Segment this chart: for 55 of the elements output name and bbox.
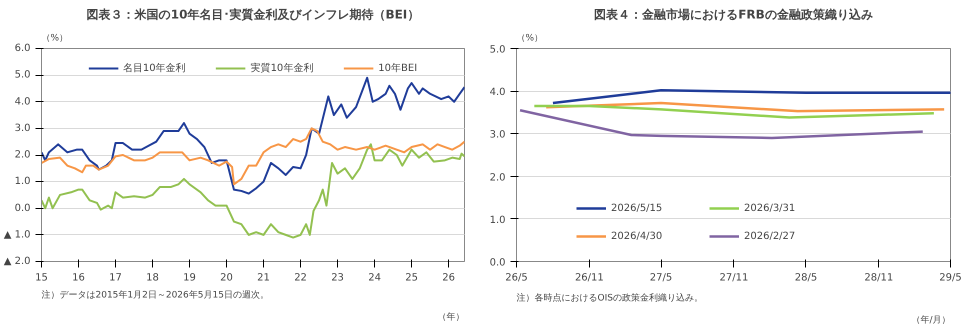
y-tick-label: 6.0 bbox=[14, 43, 31, 54]
y-tick-label: 5.0 bbox=[14, 70, 31, 81]
x-tick-label: 25 bbox=[405, 272, 418, 284]
y-tick-label: 0.0 bbox=[14, 202, 31, 214]
x-tick-label: 24 bbox=[368, 272, 381, 284]
y-tick-label: 2.0 bbox=[490, 172, 506, 184]
x-tick-label: 28/5 bbox=[794, 272, 818, 284]
y-tick-label: 3.0 bbox=[490, 130, 506, 141]
y-tick-label: 0.0 bbox=[490, 258, 506, 268]
y-axis-title: （%） bbox=[516, 34, 544, 44]
y-tick-label: 4.0 bbox=[14, 96, 31, 108]
x-axis-title: （年/月） bbox=[911, 314, 951, 326]
x-tick-label: 26/11 bbox=[574, 272, 604, 284]
x-tick-label: 19 bbox=[183, 272, 196, 284]
text: 注）データは2015年1月2日～2026年5月15日の週次。 bbox=[42, 290, 269, 300]
legend-label: 2026/5/15 bbox=[611, 202, 664, 214]
x-tick-label: 23 bbox=[331, 272, 344, 284]
x-tick-label: 15 bbox=[35, 272, 48, 284]
x-tick-label: 26 bbox=[442, 272, 455, 284]
x-tick-label: 22 bbox=[294, 272, 307, 284]
line-series bbox=[42, 76, 464, 195]
x-tick-label: 17 bbox=[109, 272, 122, 284]
x-tick-label: 27/11 bbox=[719, 272, 748, 284]
line-series bbox=[42, 143, 464, 239]
y-tick-label: 3.0 bbox=[14, 122, 31, 134]
legend-label: 2026/2/27 bbox=[744, 230, 796, 242]
x-tick-label: 16 bbox=[72, 272, 85, 284]
x-axis-title: （年） bbox=[438, 312, 464, 322]
line-series bbox=[518, 109, 924, 140]
legend-label: 名目10年金利 bbox=[122, 62, 186, 75]
chart-title: 図表４：金融市場におけるFRBの金融政策織り込み bbox=[594, 8, 873, 22]
text: 注）各時点におけるOISの政策金利織り込み。 bbox=[516, 292, 703, 304]
y-tick-label: 5.0 bbox=[490, 44, 506, 56]
y-tick-label: ▲ 2.0 bbox=[4, 256, 31, 267]
x-tick-label: 26/5 bbox=[505, 272, 528, 284]
x-tick-label: 21 bbox=[257, 272, 270, 284]
y-tick-label: ▲ 1.0 bbox=[4, 229, 31, 240]
line-series bbox=[42, 127, 464, 186]
x-tick-label: 18 bbox=[146, 272, 159, 284]
y-tick-label: 1.0 bbox=[490, 214, 506, 226]
x-tick-label: 20 bbox=[220, 272, 233, 284]
legend-label: 2026/3/31 bbox=[744, 202, 796, 214]
y-tick-label: 2.0 bbox=[14, 150, 31, 160]
y-axis-title: （%） bbox=[42, 34, 68, 44]
legend-label: 実質10年金利 bbox=[250, 62, 314, 75]
y-tick-label: 4.0 bbox=[490, 87, 506, 98]
x-tick-label: 29/5 bbox=[939, 272, 962, 284]
line-series bbox=[533, 104, 936, 119]
y-tick-label: 1.0 bbox=[14, 176, 31, 188]
legend-label: 2026/4/30 bbox=[611, 230, 664, 242]
chart-title: 図表３：米国の10年名目･実質金利及びインフレ期待（BEI） bbox=[86, 8, 420, 22]
legend-label: 10年BEI bbox=[378, 62, 418, 75]
line-series bbox=[552, 89, 950, 104]
x-tick-label: 28/11 bbox=[864, 272, 894, 284]
x-tick-label: 27/5 bbox=[650, 272, 672, 284]
